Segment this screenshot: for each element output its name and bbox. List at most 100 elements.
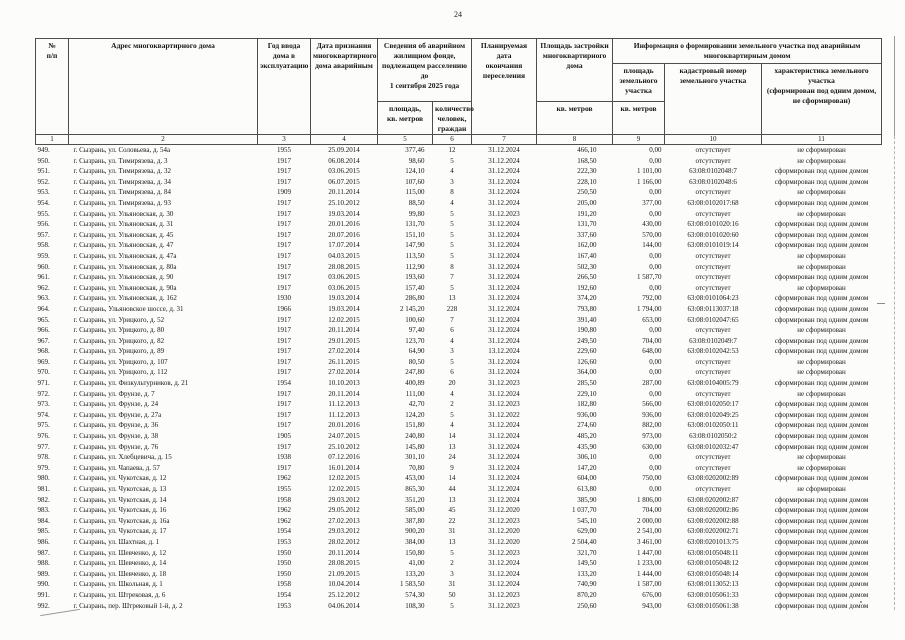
row-number: 973. [37, 400, 50, 409]
row-number: 967. [37, 336, 50, 345]
planned-date: 31.12.2024 [488, 177, 520, 186]
address: г. Сызрань, ул. Урицкого, д. 52 [73, 315, 165, 324]
people-count: 13 [448, 537, 456, 546]
cadastral-number: 63:08:0102047:65 [687, 315, 739, 324]
people-count: 5 [450, 601, 454, 610]
footprint-sqm: 321,70 [577, 548, 597, 557]
cadastral-number: отсутствует [695, 485, 731, 493]
land-status: сформирован под одним домом [774, 177, 869, 186]
table-row: 949. г. Сызрань, ул. Соловьева, д. 54а 195… [36, 145, 882, 156]
address: г. Сызрань, ул. Ульяновская, д. 80а [73, 262, 177, 271]
table-row: 951. г. Сызрань, ул. Тимирязева, д. 32 191… [36, 166, 882, 177]
planned-date: 31.12.2024 [488, 580, 520, 589]
planned-date: 31.12.2024 [488, 463, 520, 472]
people-count: 5 [450, 410, 454, 419]
cadastral-number: 63:08:0105048:14 [687, 569, 739, 578]
planned-date: 31.12.2024 [488, 569, 520, 578]
land-status: сформирован под одним домом [774, 590, 869, 599]
date-declared: 19.03.2014 [328, 209, 360, 218]
column-number: 11 [761, 134, 883, 145]
address: г. Сызрань, ул. Школьная, д. 1 [73, 580, 163, 589]
footprint-sqm: 374,20 [577, 294, 597, 303]
people-count: 5 [450, 357, 454, 366]
land-area-sqm: 430,00 [642, 220, 662, 229]
land-area-sqm: 566,00 [642, 400, 662, 409]
planned-date: 31.12.2024 [488, 326, 520, 335]
fund-area-sqm: 151,80 [405, 421, 425, 430]
land-status: сформирован под одним домом [774, 432, 869, 441]
cadastral-number: 63:08:0202002:86 [687, 506, 739, 515]
footprint-sqm: 250,60 [577, 601, 597, 610]
cadastral-number: 63:08:0201013:75 [687, 537, 739, 546]
planned-date: 31.12.2024 [488, 198, 520, 207]
planned-date: 31.12.2024 [488, 230, 520, 239]
date-declared: 17.07.2014 [328, 241, 360, 250]
land-status: сформирован под одним домом [774, 601, 869, 610]
address: г. Сызрань, ул. Чукотская, д. 16а [73, 516, 170, 525]
fund-area-sqm: 147,90 [405, 241, 425, 250]
cadastral-number: 63:08:0105061:38 [687, 601, 739, 610]
footprint-sqm: 205,00 [577, 198, 597, 207]
land-status: сформирован под одним домом [774, 569, 869, 578]
planned-date: 31.12.2024 [488, 495, 520, 504]
footprint-sqm: 147,20 [577, 463, 597, 472]
land-area-sqm: 1 447,00 [637, 548, 662, 557]
land-status: сформирован под одним домом [774, 304, 869, 313]
footprint-sqm: 133,20 [577, 569, 597, 578]
date-declared: 06.07.2015 [328, 177, 360, 186]
land-status: сформирован под одним домом [774, 506, 869, 515]
fund-area-sqm: 301,10 [405, 453, 425, 462]
row-number: 966. [37, 326, 50, 335]
cadastral-number: отсутствует [695, 188, 731, 197]
land-area-sqm: 0,00 [649, 188, 662, 197]
land-area-sqm: 648,00 [642, 347, 662, 356]
date-declared: 03.06.2015 [328, 283, 360, 292]
date-declared: 07.12.2016 [328, 453, 360, 462]
planned-date: 31.12.2024 [488, 336, 520, 345]
people-count: 4 [450, 389, 454, 398]
year-built: 1917 [277, 177, 291, 186]
date-declared: 19.03.2014 [328, 294, 360, 303]
people-count: 6 [450, 326, 454, 335]
year-built: 1917 [277, 336, 291, 345]
fund-area-sqm: 97,40 [408, 326, 425, 335]
scan-edge-artifact [894, 36, 895, 610]
row-number: 975. [37, 421, 50, 430]
planned-date: 31.12.2020 [488, 537, 520, 546]
planned-date: 31.12.2024 [488, 485, 520, 493]
people-count: 5 [450, 241, 454, 250]
people-count: 31 [448, 580, 456, 589]
address: г. Сызрань, ул. Чукотская, д. 14 [73, 495, 167, 504]
year-built: 1954 [277, 590, 291, 599]
address: г. Сызрань, ул. Урицкого, д. 112 [73, 368, 168, 377]
planned-date: 31.12.2023 [488, 590, 520, 599]
row-number: 985. [37, 527, 50, 536]
land-area-sqm: 1 587,70 [637, 273, 662, 282]
row-number: 971. [37, 379, 50, 388]
address: г. Сызрань, ул. Урицкого, д. 89 [73, 347, 165, 356]
table-row: 969. г. Сызрань, ул. Урицкого, д. 107 1917… [36, 357, 882, 368]
people-count: 14 [448, 474, 456, 483]
people-count: 13 [448, 442, 456, 451]
column-number: 1 [35, 134, 69, 145]
date-declared: 29.03.2012 [328, 495, 360, 504]
date-declared: 03.06.2015 [328, 167, 360, 176]
planned-date: 31.12.2024 [488, 251, 520, 260]
land-area-sqm: 0,00 [649, 209, 662, 218]
table-row: 973. г. Сызрань, ул. Фрунзе, д. 24 1917 11.… [36, 399, 882, 410]
year-built: 1954 [277, 527, 291, 536]
row-number: 970. [37, 368, 50, 377]
table-row: 967. г. Сызрань, ул. Урицкого, д. 82 1917 2… [36, 336, 882, 347]
fund-area-sqm: 384,00 [405, 537, 425, 546]
land-area-sqm: 882,00 [642, 421, 662, 430]
year-built: 1917 [277, 315, 291, 324]
table-row: 964. г. Сызрань, Ульяновское шоссе, д. 31… [36, 304, 882, 315]
planned-date: 31.12.2024 [488, 559, 520, 568]
table-row: 961. г. Сызрань, ул. Ульяновская, д. 90 19… [36, 272, 882, 283]
planned-date: 31.12.2023 [488, 601, 520, 610]
row-number: 951. [37, 167, 50, 176]
footprint-sqm: 435,90 [577, 442, 597, 451]
fund-area-sqm: 124,10 [405, 167, 425, 176]
date-declared: 21.09.2015 [328, 569, 360, 578]
footprint-sqm: 249,50 [577, 336, 597, 345]
